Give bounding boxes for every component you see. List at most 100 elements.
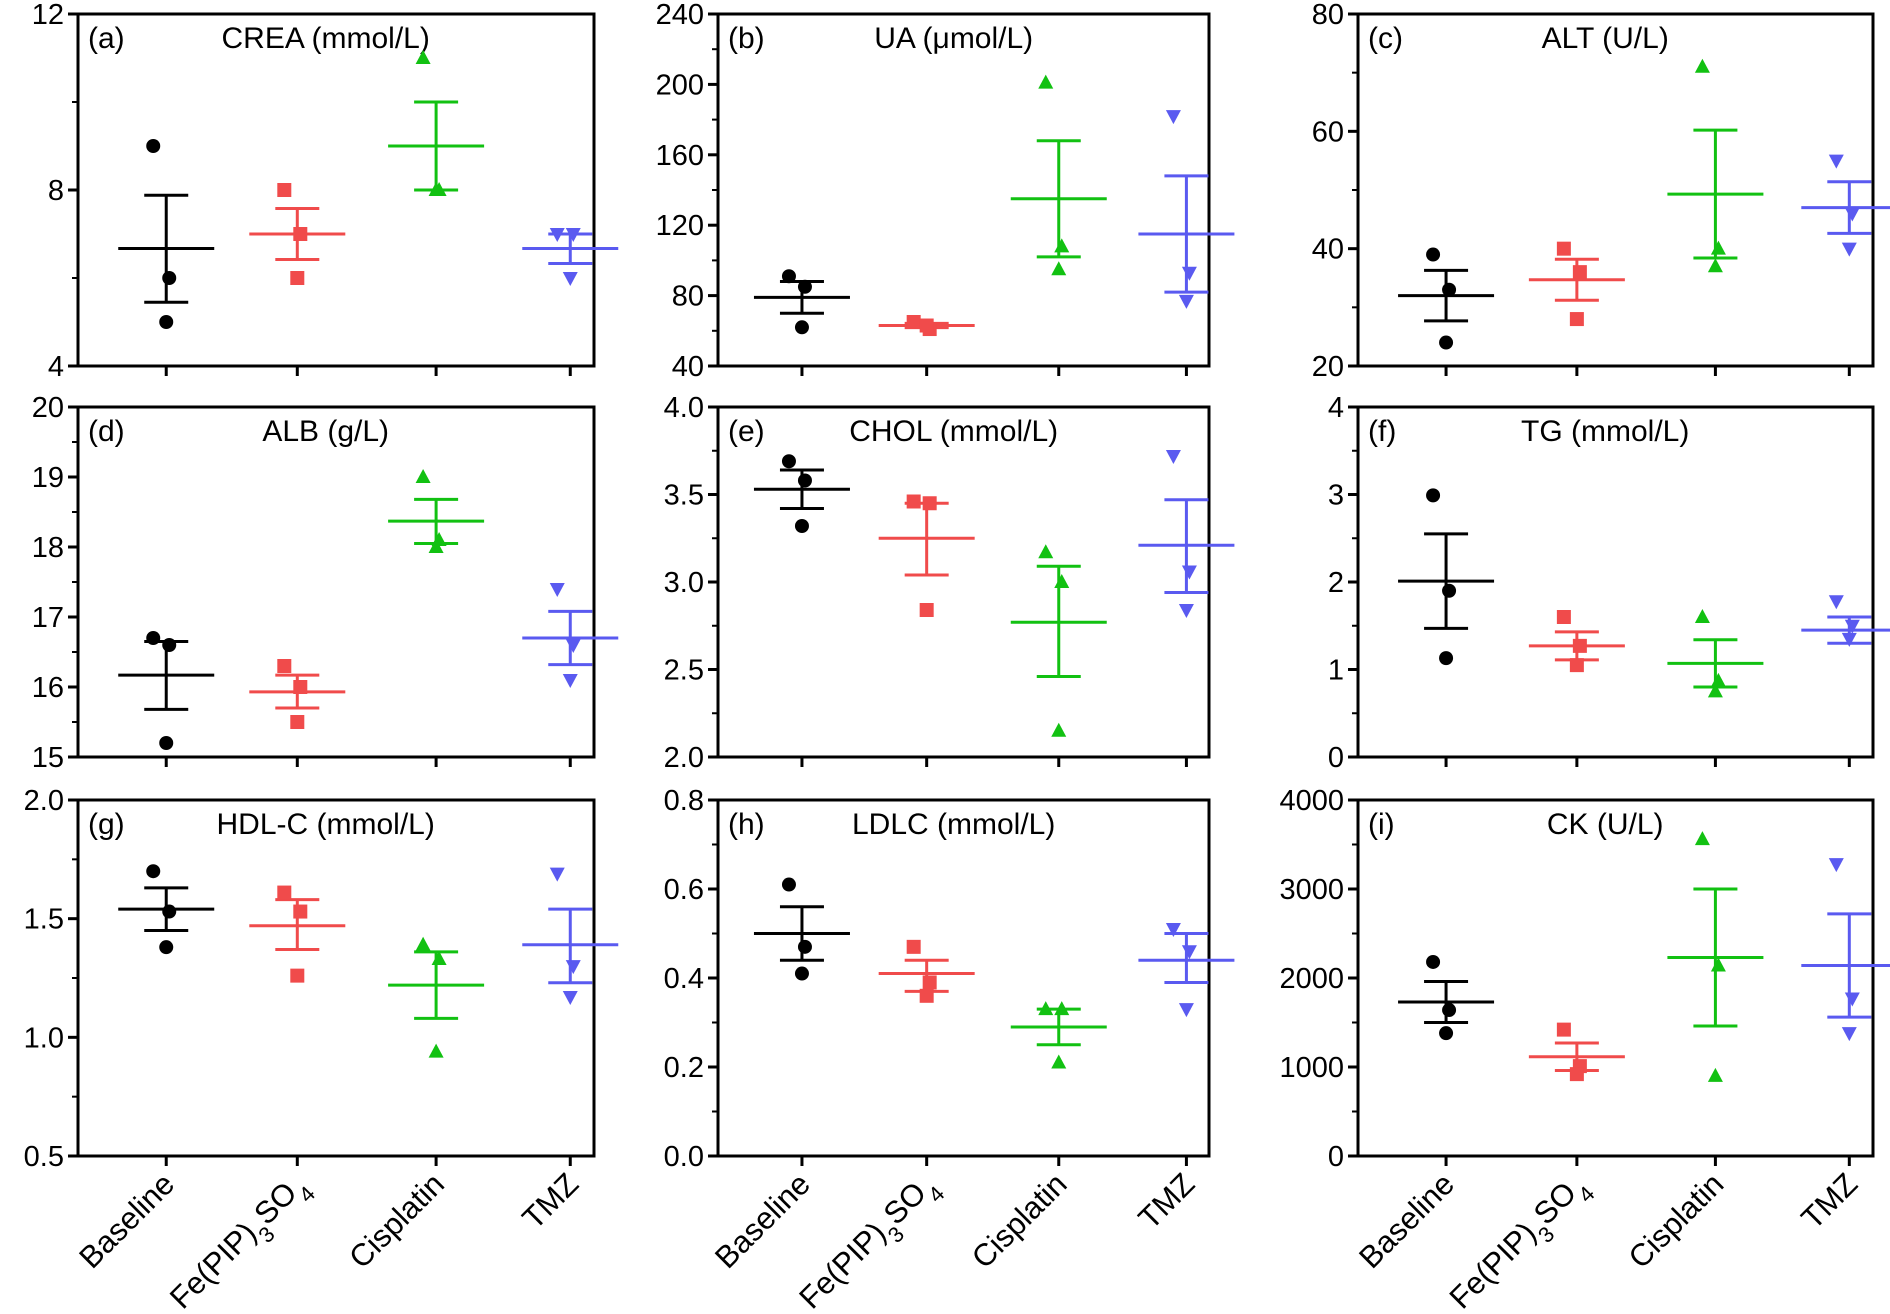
data-point xyxy=(549,867,565,882)
panel-title: ALT (U/L) xyxy=(1542,22,1669,55)
data-point xyxy=(1844,992,1860,1007)
label-text: SO xyxy=(1527,1175,1583,1231)
series-cisplatin xyxy=(1667,831,1764,1082)
data-point xyxy=(562,674,578,688)
panel-g: 0.5 1.0 1.5 2.0 (g) HDL-C (mmol/L) BaselineFe(… xyxy=(24,785,619,1314)
category-label-baseline: Baseline xyxy=(708,1166,817,1275)
panel-letter: (a) xyxy=(88,22,125,55)
data-point xyxy=(162,638,177,652)
data-point xyxy=(1051,1054,1067,1069)
panel-letter: (f) xyxy=(1368,415,1396,448)
y-tick-label: 1000 xyxy=(1279,1052,1344,1084)
y-tick-label: 60 xyxy=(1312,116,1344,148)
data-point xyxy=(906,315,921,329)
data-point xyxy=(1694,58,1710,73)
data-point xyxy=(1165,110,1181,125)
y-tick-label: 4 xyxy=(1328,392,1344,424)
y-tick-label: 20 xyxy=(32,392,64,424)
data-point xyxy=(293,227,308,241)
y-tick-label: 20 xyxy=(1312,351,1344,383)
data-point xyxy=(1054,574,1070,588)
data-point xyxy=(781,454,796,469)
series-fe xyxy=(1528,241,1625,327)
data-point xyxy=(1178,294,1194,309)
y-tick-label: 0 xyxy=(1328,742,1344,774)
y-tick-label: 2.0 xyxy=(664,742,704,774)
data-point xyxy=(290,271,305,285)
data-point xyxy=(1165,450,1181,464)
panel-title: CK (U/L) xyxy=(1547,808,1664,841)
series-baseline xyxy=(753,454,850,533)
data-point xyxy=(919,988,934,1003)
y-tick-label: 0.2 xyxy=(664,1052,704,1084)
category-label-cisplatin: Cisplatin xyxy=(342,1166,451,1275)
series-fe xyxy=(878,494,975,617)
y-tick-label: 160 xyxy=(656,140,704,172)
y-tick-label: 2 xyxy=(1328,567,1344,599)
y-tick-label: 1.5 xyxy=(24,904,64,936)
data-point xyxy=(549,583,565,597)
label-text: Fe(PIP) xyxy=(163,1215,263,1314)
data-point xyxy=(922,496,937,511)
data-point xyxy=(565,639,581,653)
panel-title: CREA (mmol/L) xyxy=(222,22,430,55)
panel-i: 0 1000 2000 3000 4000 (i) CK (U/L) BaselineFe(P… xyxy=(1279,785,1890,1314)
label-text: Fe(PIP) xyxy=(792,1215,892,1314)
plot-frame xyxy=(1356,12,1875,368)
series-cisplatin xyxy=(1010,1001,1107,1069)
panel-letter: (g) xyxy=(88,808,125,841)
y-tick-label: 40 xyxy=(1312,234,1344,266)
data-point xyxy=(1841,1027,1857,1042)
data-point xyxy=(922,975,937,990)
series-baseline xyxy=(118,139,215,329)
y-tick-label: 80 xyxy=(672,281,704,313)
category-label-tmz: TMZ xyxy=(515,1166,585,1236)
data-point xyxy=(781,877,796,892)
series-baseline xyxy=(1398,247,1495,350)
panel-letter: (b) xyxy=(728,22,765,55)
panel-letter: (d) xyxy=(88,415,125,448)
data-point xyxy=(549,228,565,242)
y-tick-label: 80 xyxy=(1312,0,1344,31)
panel-a: 4 8 12 (a) CREA (mmol/L) xyxy=(32,0,619,383)
y-tick-label: 0.8 xyxy=(664,785,704,817)
series-tmz xyxy=(1138,923,1235,1018)
data-point xyxy=(415,50,431,64)
data-point xyxy=(565,960,581,975)
plot-frame xyxy=(76,405,596,759)
series-fe xyxy=(249,183,346,285)
series-fe xyxy=(878,315,975,337)
series-tmz xyxy=(1801,595,1890,647)
series-fe xyxy=(249,885,346,983)
data-point xyxy=(1841,242,1857,257)
y-tick-label: 120 xyxy=(656,210,704,242)
series-baseline xyxy=(753,269,850,335)
data-point xyxy=(1439,651,1454,666)
series-cisplatin xyxy=(388,469,485,553)
y-tick-label: 4 xyxy=(48,351,64,383)
series-tmz xyxy=(522,583,619,688)
y-tick-label: 0.5 xyxy=(24,1141,64,1173)
data-point xyxy=(1178,1003,1194,1018)
data-point xyxy=(1569,312,1584,327)
data-point xyxy=(159,940,174,955)
series-fe xyxy=(1528,1022,1625,1082)
data-point xyxy=(562,990,578,1005)
data-point xyxy=(162,271,177,285)
category-label-cisplatin: Cisplatin xyxy=(1622,1166,1731,1275)
data-point xyxy=(146,139,161,153)
category-label-fe: Fe(PIP)3SO4 xyxy=(792,1166,949,1314)
data-point xyxy=(277,659,292,673)
series-tmz xyxy=(522,867,619,1005)
series-cisplatin xyxy=(388,936,485,1058)
data-point xyxy=(1710,957,1726,972)
data-point xyxy=(1178,604,1194,618)
data-point xyxy=(1707,1067,1723,1082)
data-point xyxy=(1181,945,1197,960)
data-point xyxy=(1051,261,1067,276)
data-point xyxy=(906,494,921,509)
data-point xyxy=(1556,610,1571,624)
y-tick-label: 18 xyxy=(32,532,64,564)
data-point xyxy=(1439,1026,1454,1041)
data-point xyxy=(1710,240,1726,255)
